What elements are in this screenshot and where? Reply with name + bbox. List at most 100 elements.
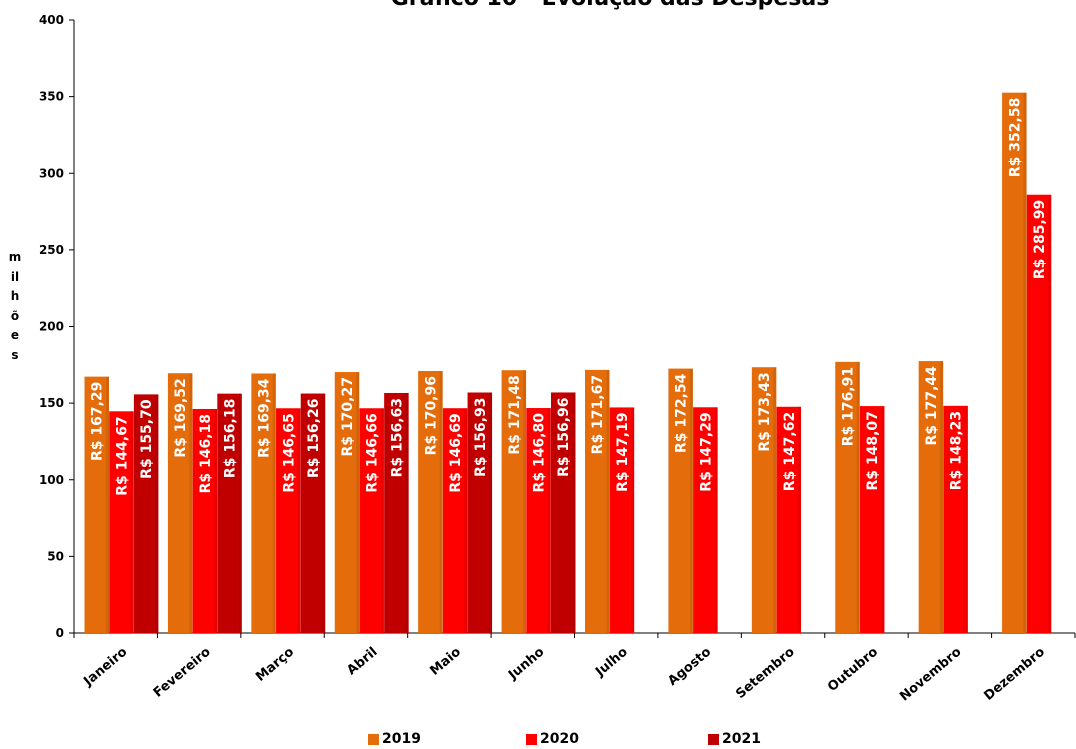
bar-shade [130,411,134,633]
bar-shade [405,392,409,633]
bar-shade [689,368,693,633]
bar-shade [189,373,193,633]
bar-shade [439,371,443,633]
legend-item-2019: 2019 [368,731,421,747]
bar-2019-setembro [751,367,777,633]
bar-2019-maio [418,371,443,633]
y-tick-label: 250 [39,243,64,257]
bar-shade [523,370,527,633]
x-tick-label: Maio [427,645,464,679]
bar-2020-novembro [943,405,968,633]
x-tick-label: Dezembro [981,645,1048,704]
data-label: R$ 146,69 [448,413,464,492]
bar-2020-fevereiro [192,408,218,633]
legend-label-2021: 2021 [722,731,761,747]
bar-2021-janeiro [133,394,159,633]
bar-shade [572,392,576,633]
bar-2021-abril [384,392,409,633]
data-label: R$ 352,58 [1007,98,1023,177]
legend-swatch-2021 [708,733,719,745]
bar-2021-maio [467,392,493,633]
data-label: R$ 148,07 [865,411,881,490]
bar-2021-junho [550,392,576,633]
bar-2019-dezembro [1002,92,1027,634]
x-tick-label: Fevereiro [151,645,214,701]
data-label: R$ 177,44 [924,366,940,446]
data-label: R$ 146,80 [532,413,548,493]
bar-shade [297,408,301,633]
bar-2020-setembro [776,406,802,633]
bar-2020-março [276,408,301,633]
bar-shade [856,361,860,633]
x-tick-label: Janeiro [80,645,130,690]
bar-2021-fevereiro [217,393,242,633]
legend-label-2020: 2020 [540,731,579,747]
data-label: R$ 146,66 [365,413,381,492]
data-label: R$ 148,23 [949,411,965,490]
y-tick-label: 200 [39,320,64,334]
bar-shade [464,408,468,633]
data-label: R$ 176,91 [841,367,857,446]
bar-shade [547,408,551,633]
data-label: R$ 156,96 [556,397,572,476]
bar-shade [714,407,718,633]
bar-shade [322,393,326,633]
bar-2020-dezembro [1026,194,1052,633]
data-label: R$ 156,18 [223,399,239,478]
data-label: R$ 146,65 [281,413,297,492]
bar-shade [489,392,493,633]
legend-item-2020: 2020 [526,731,579,747]
legend-swatch-2020 [526,733,537,745]
data-label: R$ 146,18 [198,414,214,493]
bar-2020-julho [609,407,635,633]
legend-item-2021: 2021 [708,731,761,747]
data-label: R$ 285,99 [1032,200,1048,279]
x-tick-label: Outubro [825,645,881,695]
x-tick-label: Março [253,645,297,685]
bar-shade [881,406,885,633]
bar-2020-junho [526,408,551,633]
x-tick-label: Julho [592,645,631,681]
bar-2020-agosto [693,407,718,633]
x-tick-label: Abril [344,645,380,679]
y-tick-label: 150 [39,396,64,410]
y-axis-label: milhões [8,250,22,362]
data-label: R$ 156,93 [473,398,489,477]
bar-chart: 0 50 100 150 200 250 300 350 400 Janeiro Fevereiro… [39,13,1076,705]
bar-shade [1023,92,1027,634]
x-tick-label: Novembro [897,645,964,705]
y-tick-label: 0 [56,626,64,640]
data-label: R$ 169,52 [173,378,189,457]
data-label: R$ 170,27 [340,377,356,456]
bar-shade [380,408,384,633]
bar-2019-novembro [918,361,944,633]
bar-2019-janeiro [84,376,109,633]
bar-2019-fevereiro [167,373,193,633]
data-label: R$ 170,96 [423,376,439,455]
bar-shade [238,393,242,633]
bar-shade [798,406,802,633]
chart-title: Gráfico 10 - Evolução das Despesas [180,0,1040,11]
bar-shade [606,369,610,633]
y-tick-label: 50 [47,549,64,563]
y-tick-label: 300 [39,166,64,180]
bar-shade [631,407,635,633]
data-label: R$ 171,67 [590,375,606,454]
legend: 2019 2020 2021 [0,731,1076,749]
bar-2020-abril [359,408,384,633]
data-label: R$ 169,34 [257,378,273,458]
legend-label-2019: 2019 [382,731,421,747]
data-label: R$ 167,29 [90,382,106,461]
bar-2019-abril [334,372,360,633]
data-label: R$ 156,26 [306,399,322,478]
bar-shade [773,367,777,633]
data-label: R$ 173,43 [757,372,773,451]
data-label: R$ 144,67 [114,416,130,495]
bar-2020-outubro [859,406,885,633]
bar-shade [940,361,944,633]
bar-2019-junho [501,370,527,633]
bar-shade [964,405,968,633]
data-label: R$ 172,54 [674,373,690,453]
bar-shade [356,372,360,633]
data-label: R$ 147,62 [782,412,798,491]
